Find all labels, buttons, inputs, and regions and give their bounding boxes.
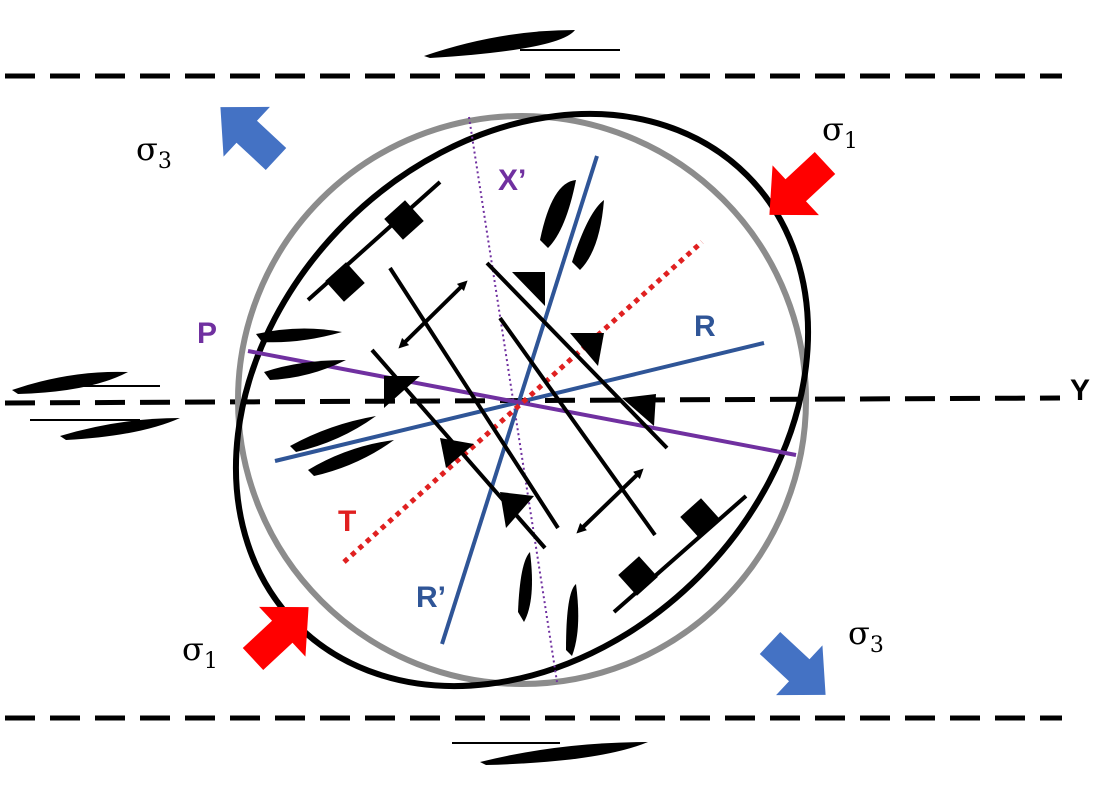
shear-sense-icon bbox=[570, 333, 604, 366]
shear-lens-left-1 bbox=[12, 371, 128, 394]
label-x-prime: X’ bbox=[498, 164, 526, 197]
label-r-prime: R’ bbox=[416, 581, 446, 614]
label-y: Y bbox=[1070, 374, 1090, 407]
compression-arrow-icon bbox=[242, 606, 309, 670]
shear-lens-left-2 bbox=[60, 418, 180, 440]
shear-sense-icon bbox=[622, 394, 656, 426]
extension-arrow-icon bbox=[759, 632, 826, 696]
compression-arrow-icon bbox=[769, 152, 836, 216]
label-t: T bbox=[338, 505, 356, 538]
shear-sense-icon bbox=[500, 492, 534, 528]
sigma1-label-top-right: σ1 bbox=[822, 110, 858, 154]
y-shear-plane-line bbox=[4, 395, 1061, 406]
shear-lens-top bbox=[424, 30, 575, 58]
label-r: R bbox=[694, 310, 716, 343]
boundary-shear-lenses bbox=[12, 30, 648, 765]
internal-shear-lenses bbox=[256, 180, 604, 656]
antithetic-shear-markers bbox=[306, 180, 748, 614]
double-headed-arrow-icon bbox=[576, 468, 644, 534]
sigma3-label-top-left: σ3 bbox=[136, 130, 172, 174]
sigma3-label-bottom-right: σ3 bbox=[848, 614, 884, 658]
label-p: P bbox=[197, 317, 217, 350]
shear-lens-bottom bbox=[480, 742, 648, 765]
shear-sense-icon bbox=[512, 272, 545, 306]
original-circle bbox=[235, 113, 809, 687]
sigma1-label-bottom-left: σ1 bbox=[182, 630, 218, 674]
extension-arrow-icon bbox=[220, 106, 287, 170]
shear-sense-icon bbox=[440, 438, 474, 468]
p-line bbox=[247, 349, 797, 457]
t-dotted-line bbox=[342, 240, 704, 564]
double-headed-arrow-icon bbox=[398, 280, 468, 349]
shear-sense-icon bbox=[384, 376, 420, 408]
shear-sense-markers bbox=[384, 272, 656, 528]
